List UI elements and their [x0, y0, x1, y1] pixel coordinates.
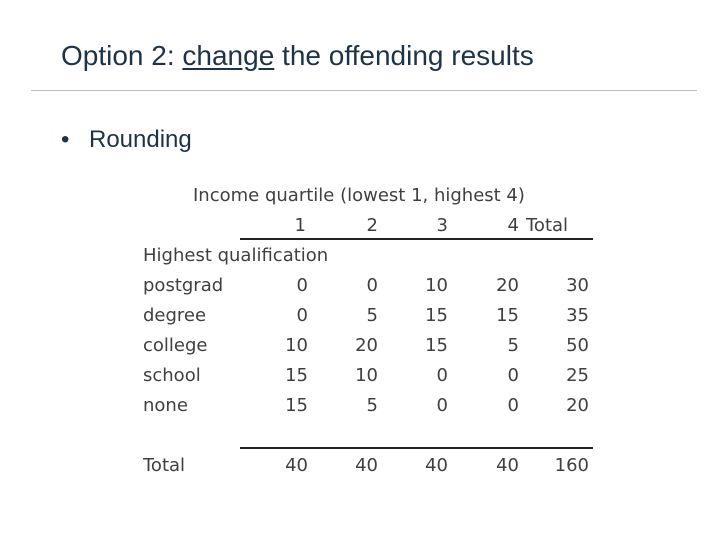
row-group-label: Highest qualification — [143, 245, 329, 266]
slide-title: Option 2: change the offending results — [61, 40, 534, 72]
bullet-dot-icon: • — [61, 126, 70, 153]
table-cell-total: 50 — [566, 335, 589, 356]
table-caption: Income quartile (lowest 1, highest 4) — [193, 185, 525, 206]
table-cell: 0 — [366, 275, 378, 296]
column-header: 3 — [436, 215, 448, 236]
table-cell-total: 35 — [566, 305, 589, 326]
row-label: college — [143, 335, 208, 356]
table-cell: 20 — [355, 335, 378, 356]
table-cell: 10 — [285, 335, 308, 356]
title-prefix: Option 2: — [61, 40, 183, 71]
title-underlined-word: change — [182, 40, 275, 71]
table-cell: 0 — [296, 305, 308, 326]
grand-total-cell: 160 — [554, 455, 589, 476]
table-cell: 15 — [425, 305, 448, 326]
table-cell: 15 — [285, 395, 308, 416]
table-cell: 0 — [436, 395, 448, 416]
row-label: degree — [143, 305, 207, 326]
bullet-item: • Rounding — [61, 126, 192, 154]
total-cell: 40 — [285, 455, 308, 476]
title-divider — [31, 90, 697, 91]
total-cell: 40 — [355, 455, 378, 476]
total-cell: 40 — [425, 455, 448, 476]
title-suffix: the offending results — [274, 40, 534, 71]
table-cell: 10 — [425, 275, 448, 296]
row-label: postgrad — [143, 275, 224, 296]
total-rule — [240, 447, 593, 449]
table-cell-total: 25 — [566, 365, 589, 386]
table-cell: 15 — [285, 365, 308, 386]
table-cell: 5 — [366, 395, 378, 416]
row-label: none — [143, 395, 188, 416]
table-cell: 20 — [496, 275, 519, 296]
table-cell: 0 — [296, 275, 308, 296]
total-cell: 40 — [496, 455, 519, 476]
column-header-total: Total — [526, 215, 569, 236]
table-cell-total: 30 — [566, 275, 589, 296]
table-cell: 5 — [507, 335, 519, 356]
table-cell: 10 — [355, 365, 378, 386]
table-cell-total: 20 — [566, 395, 589, 416]
column-header: 2 — [366, 215, 378, 236]
bullet-text: Rounding — [89, 126, 192, 153]
table-cell: 5 — [366, 305, 378, 326]
row-label: school — [143, 365, 201, 386]
column-header: 1 — [294, 215, 306, 236]
table-cell: 0 — [507, 395, 519, 416]
table-cell: 15 — [425, 335, 448, 356]
header-rule — [240, 238, 593, 240]
table-cell: 0 — [507, 365, 519, 386]
table-cell: 15 — [496, 305, 519, 326]
total-row-label: Total — [143, 455, 186, 476]
column-header: 4 — [507, 215, 519, 236]
table-cell: 0 — [436, 365, 448, 386]
